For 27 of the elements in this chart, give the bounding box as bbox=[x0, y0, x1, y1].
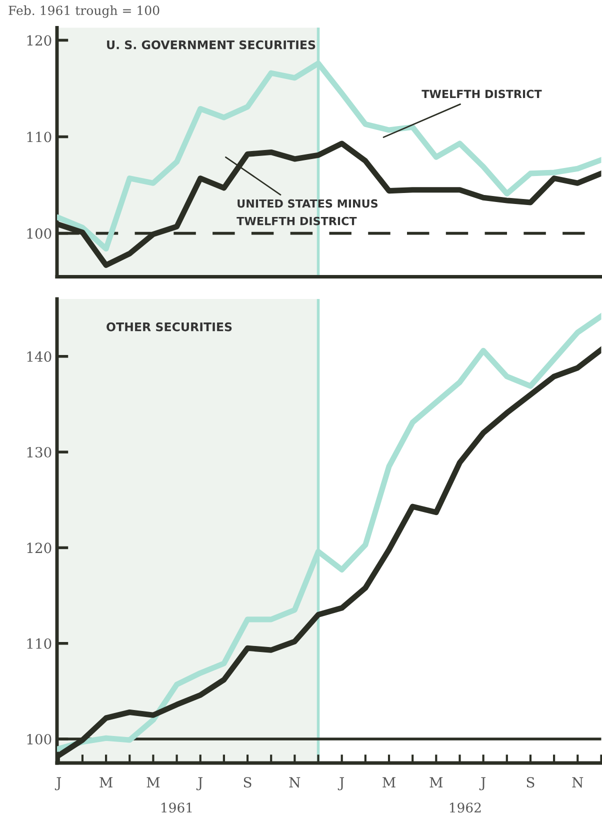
x-tick-label: J bbox=[338, 777, 344, 790]
x-tick-label: M bbox=[146, 777, 160, 788]
x-tick-label: J bbox=[196, 777, 203, 790]
x-tick-label: M bbox=[430, 777, 443, 788]
y-tick-label: 100 bbox=[27, 228, 52, 239]
x-tick-label: N bbox=[572, 777, 584, 788]
x-tick-label: S bbox=[244, 777, 252, 788]
y-tick-label: 110 bbox=[27, 638, 52, 649]
x-tick-label: S bbox=[526, 777, 534, 788]
text: OTHER SECURITIES bbox=[106, 322, 232, 332]
y-tick-label: 100 bbox=[27, 734, 52, 745]
x-tick-label: M bbox=[382, 777, 396, 788]
text: U. S. GOVERNMENT SECURITIES bbox=[107, 40, 316, 50]
y-tick-label: 120 bbox=[27, 542, 52, 554]
y-tick-label: 110 bbox=[27, 132, 52, 142]
annotation: UNITED STATES MINUS TWELFTH DISTRICT bbox=[236, 199, 378, 226]
x-tick-label: J bbox=[479, 777, 486, 790]
annotation: TWELFTH DISTRICT bbox=[422, 90, 542, 98]
y-axis-title: Feb. 1961 trough = 100 bbox=[8, 5, 160, 18]
y-tick-label: 120 bbox=[27, 35, 52, 46]
text: 1961 bbox=[162, 802, 192, 813]
x-tick-label: J bbox=[54, 777, 62, 790]
x-tick-label: N bbox=[289, 777, 300, 788]
y-tick-label: 130 bbox=[27, 447, 52, 458]
text: 1962 bbox=[450, 802, 481, 813]
x-tick-label: M bbox=[100, 777, 112, 788]
y-tick-label: 140 bbox=[27, 351, 52, 362]
